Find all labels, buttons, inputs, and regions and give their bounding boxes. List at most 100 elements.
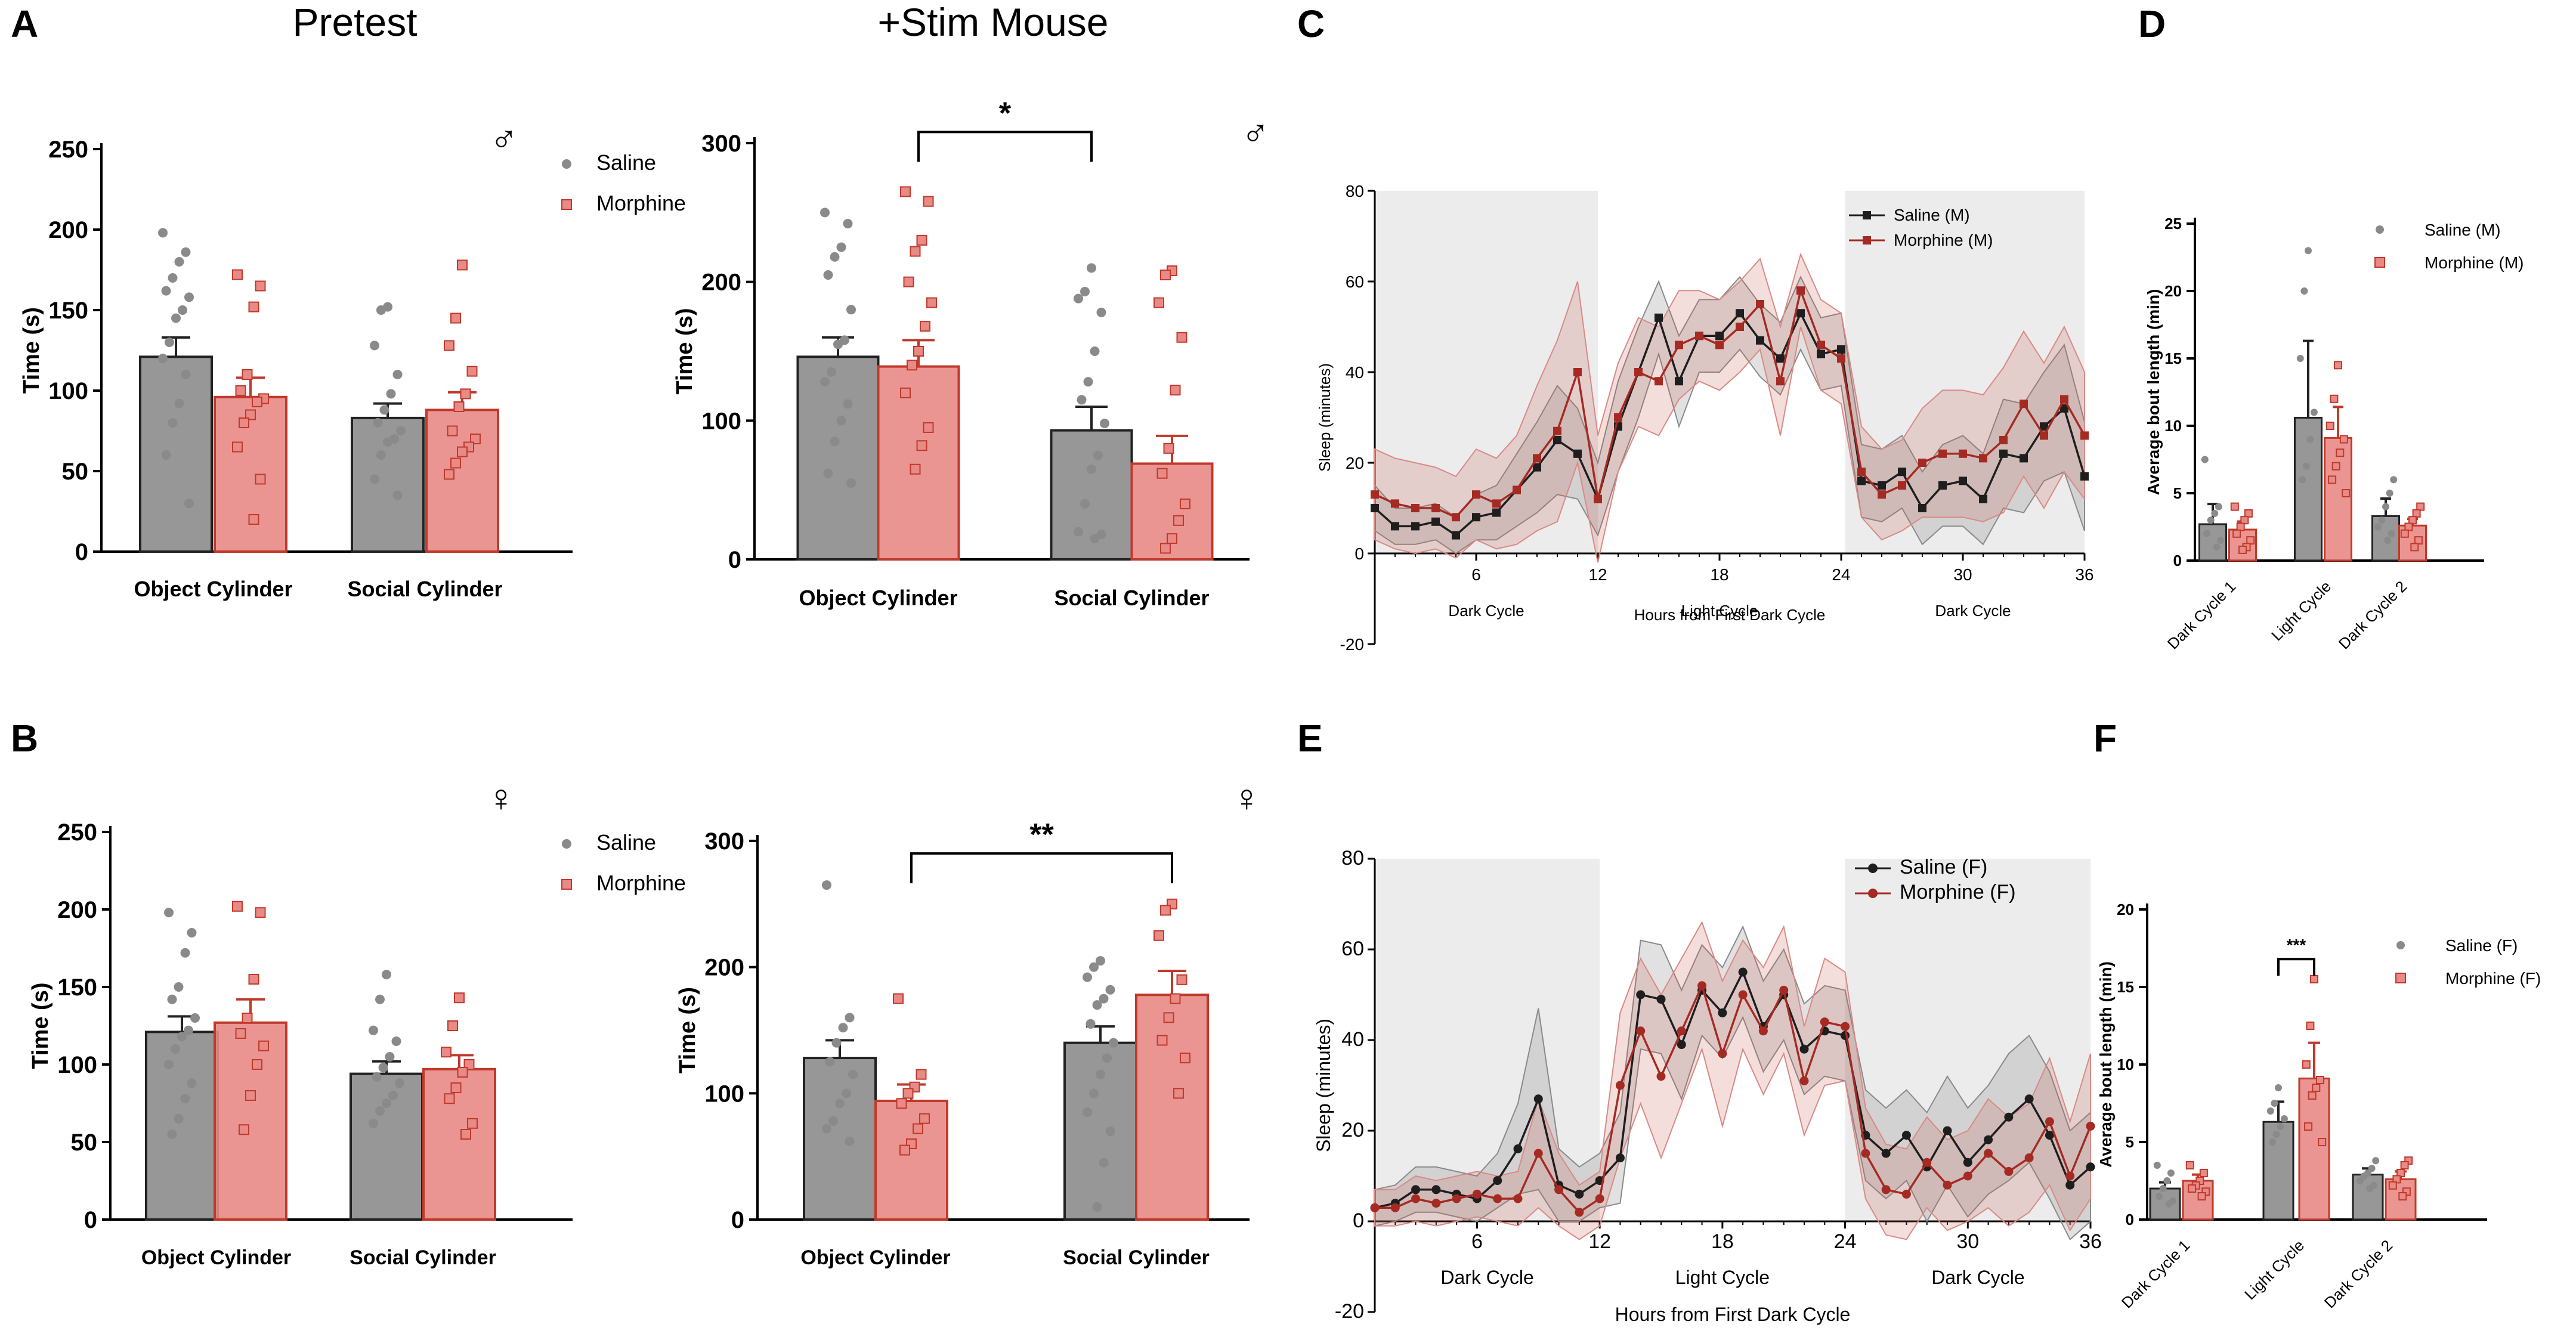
data-point-saline: [2275, 1084, 2282, 1091]
bar-morphine-0: [877, 365, 960, 561]
bar-saline-f--0: [2149, 1187, 2181, 1221]
panel-letter: A: [11, 2, 38, 45]
bar-saline-1: [1063, 1041, 1137, 1221]
series-marker: [1738, 967, 1748, 977]
panel-C-line: -20 0 20 40 60 80 6 12 18 24 30 36 Dark Cycle Light C…: [1297, 2, 2094, 654]
series-marker: [1758, 1026, 1768, 1036]
data-point-saline: [372, 1072, 382, 1082]
y-axis-label: Sleep (minutes): [1316, 363, 1334, 472]
data-point-morphine: [896, 1098, 907, 1109]
data-point-saline: [1074, 527, 1083, 537]
data-point-saline: [2159, 1185, 2167, 1192]
series-marker: [1472, 513, 1480, 522]
legend-label: Saline (M): [1894, 206, 1970, 224]
data-point-morphine: [923, 196, 934, 207]
data-point-morphine: [1160, 905, 1171, 916]
y-tick-label: 100: [57, 1052, 97, 1078]
data-point-saline: [392, 370, 403, 379]
bar-morphine-0: [874, 1100, 948, 1221]
panel-F-bar: 0 5 10 15 20 Average bout length (min) Dark Cy…: [2093, 717, 2541, 1311]
data-point-morphine: [900, 186, 911, 197]
data-point-saline: [2156, 1193, 2163, 1200]
data-point-morphine: [923, 422, 934, 433]
data-point-morphine: [1180, 1053, 1190, 1064]
y-tick-label: 0: [84, 1207, 97, 1233]
series-marker: [1595, 1194, 1604, 1203]
legend-label: Morphine (F): [1900, 881, 2016, 903]
y-tick-label: 20: [1346, 454, 1364, 472]
data-point-saline: [822, 880, 831, 890]
series-marker: [1677, 1040, 1686, 1050]
data-point-saline: [2299, 476, 2306, 484]
y-tick-label: 0: [731, 1207, 744, 1233]
sem-band-0: [1374, 276, 2085, 555]
data-point-morphine: [2244, 509, 2253, 518]
series-marker: [1472, 490, 1480, 499]
data-point-saline: [2302, 462, 2310, 470]
data-point-saline: [2300, 287, 2308, 295]
data-point-morphine: [444, 1093, 455, 1104]
data-point-saline: [376, 305, 386, 315]
data-point-morphine: [2414, 536, 2423, 545]
data-point-morphine: [2310, 975, 2318, 983]
data-point-morphine: [454, 992, 465, 1004]
data-point-saline: [2372, 1157, 2380, 1165]
sex-symbol: ♂: [490, 117, 518, 160]
data-point-saline: [825, 1057, 835, 1067]
data-point-saline: [1100, 418, 1109, 428]
y-tick-label: 0: [2173, 552, 2182, 570]
data-point-morphine: [2185, 1161, 2194, 1169]
data-point-saline: [369, 1118, 378, 1128]
data-point-saline: [2356, 1177, 2364, 1184]
data-point-saline: [164, 908, 174, 918]
series-marker: [1820, 1017, 1829, 1027]
y-tick-label: -20: [1340, 635, 1364, 654]
data-point-morphine: [1173, 515, 1184, 526]
series-line-0: [1374, 969, 2092, 1209]
data-point-saline: [164, 1060, 174, 1069]
series-marker: [1452, 1194, 1461, 1203]
series-marker: [1675, 377, 1683, 386]
data-point-saline: [370, 474, 379, 484]
y-tick-label: 200: [701, 270, 741, 296]
series-marker: [1901, 1131, 1911, 1140]
data-point-morphine: [916, 1069, 927, 1080]
y-tick-label: 25: [2164, 215, 2182, 233]
data-point-morphine: [245, 409, 256, 420]
category-label: Object Cylinder: [799, 586, 957, 610]
bar-saline-0: [139, 355, 213, 553]
data-point-saline: [1093, 450, 1103, 460]
series-marker: [1718, 1008, 1727, 1017]
data-point-saline: [375, 994, 385, 1004]
panel-B-stim: 0 100 200 300 Time (s) Object Cylinder Social …: [675, 776, 1261, 1269]
data-point-morphine: [258, 1040, 269, 1051]
series-marker: [1472, 1189, 1482, 1199]
legend-label: Morphine (M): [2425, 253, 2524, 272]
series-marker: [1431, 1185, 1441, 1195]
data-point-saline: [382, 970, 391, 980]
series-marker: [2020, 400, 2028, 409]
panel-title: +Stim Mouse: [878, 0, 1109, 44]
x-tick-label: 12: [1588, 1230, 1611, 1253]
data-point-saline: [1080, 286, 1090, 296]
dark-cycle-shade: [1375, 859, 1600, 1221]
category-label: Social Cylinder: [347, 577, 502, 601]
data-point-saline: [1089, 962, 1099, 972]
series-marker: [1573, 449, 1582, 458]
y-tick-label: 250: [57, 819, 97, 846]
series-marker: [1963, 1171, 1972, 1181]
data-point-morphine: [913, 346, 924, 357]
bar-morphine-1: [1135, 994, 1209, 1221]
data-point-saline: [184, 292, 194, 302]
data-point-morphine: [242, 369, 253, 380]
y-tick-label: 100: [701, 408, 741, 434]
data-point-saline: [395, 1078, 404, 1088]
data-point-morphine: [1160, 270, 1171, 281]
data-point-saline: [831, 1038, 842, 1048]
data-point-morphine: [235, 1028, 246, 1039]
series-marker: [1431, 517, 1440, 526]
data-point-saline: [838, 1023, 848, 1033]
data-point-morphine: [926, 297, 937, 308]
data-point-morphine: [903, 276, 914, 287]
data-point-morphine: [2308, 1091, 2317, 1100]
